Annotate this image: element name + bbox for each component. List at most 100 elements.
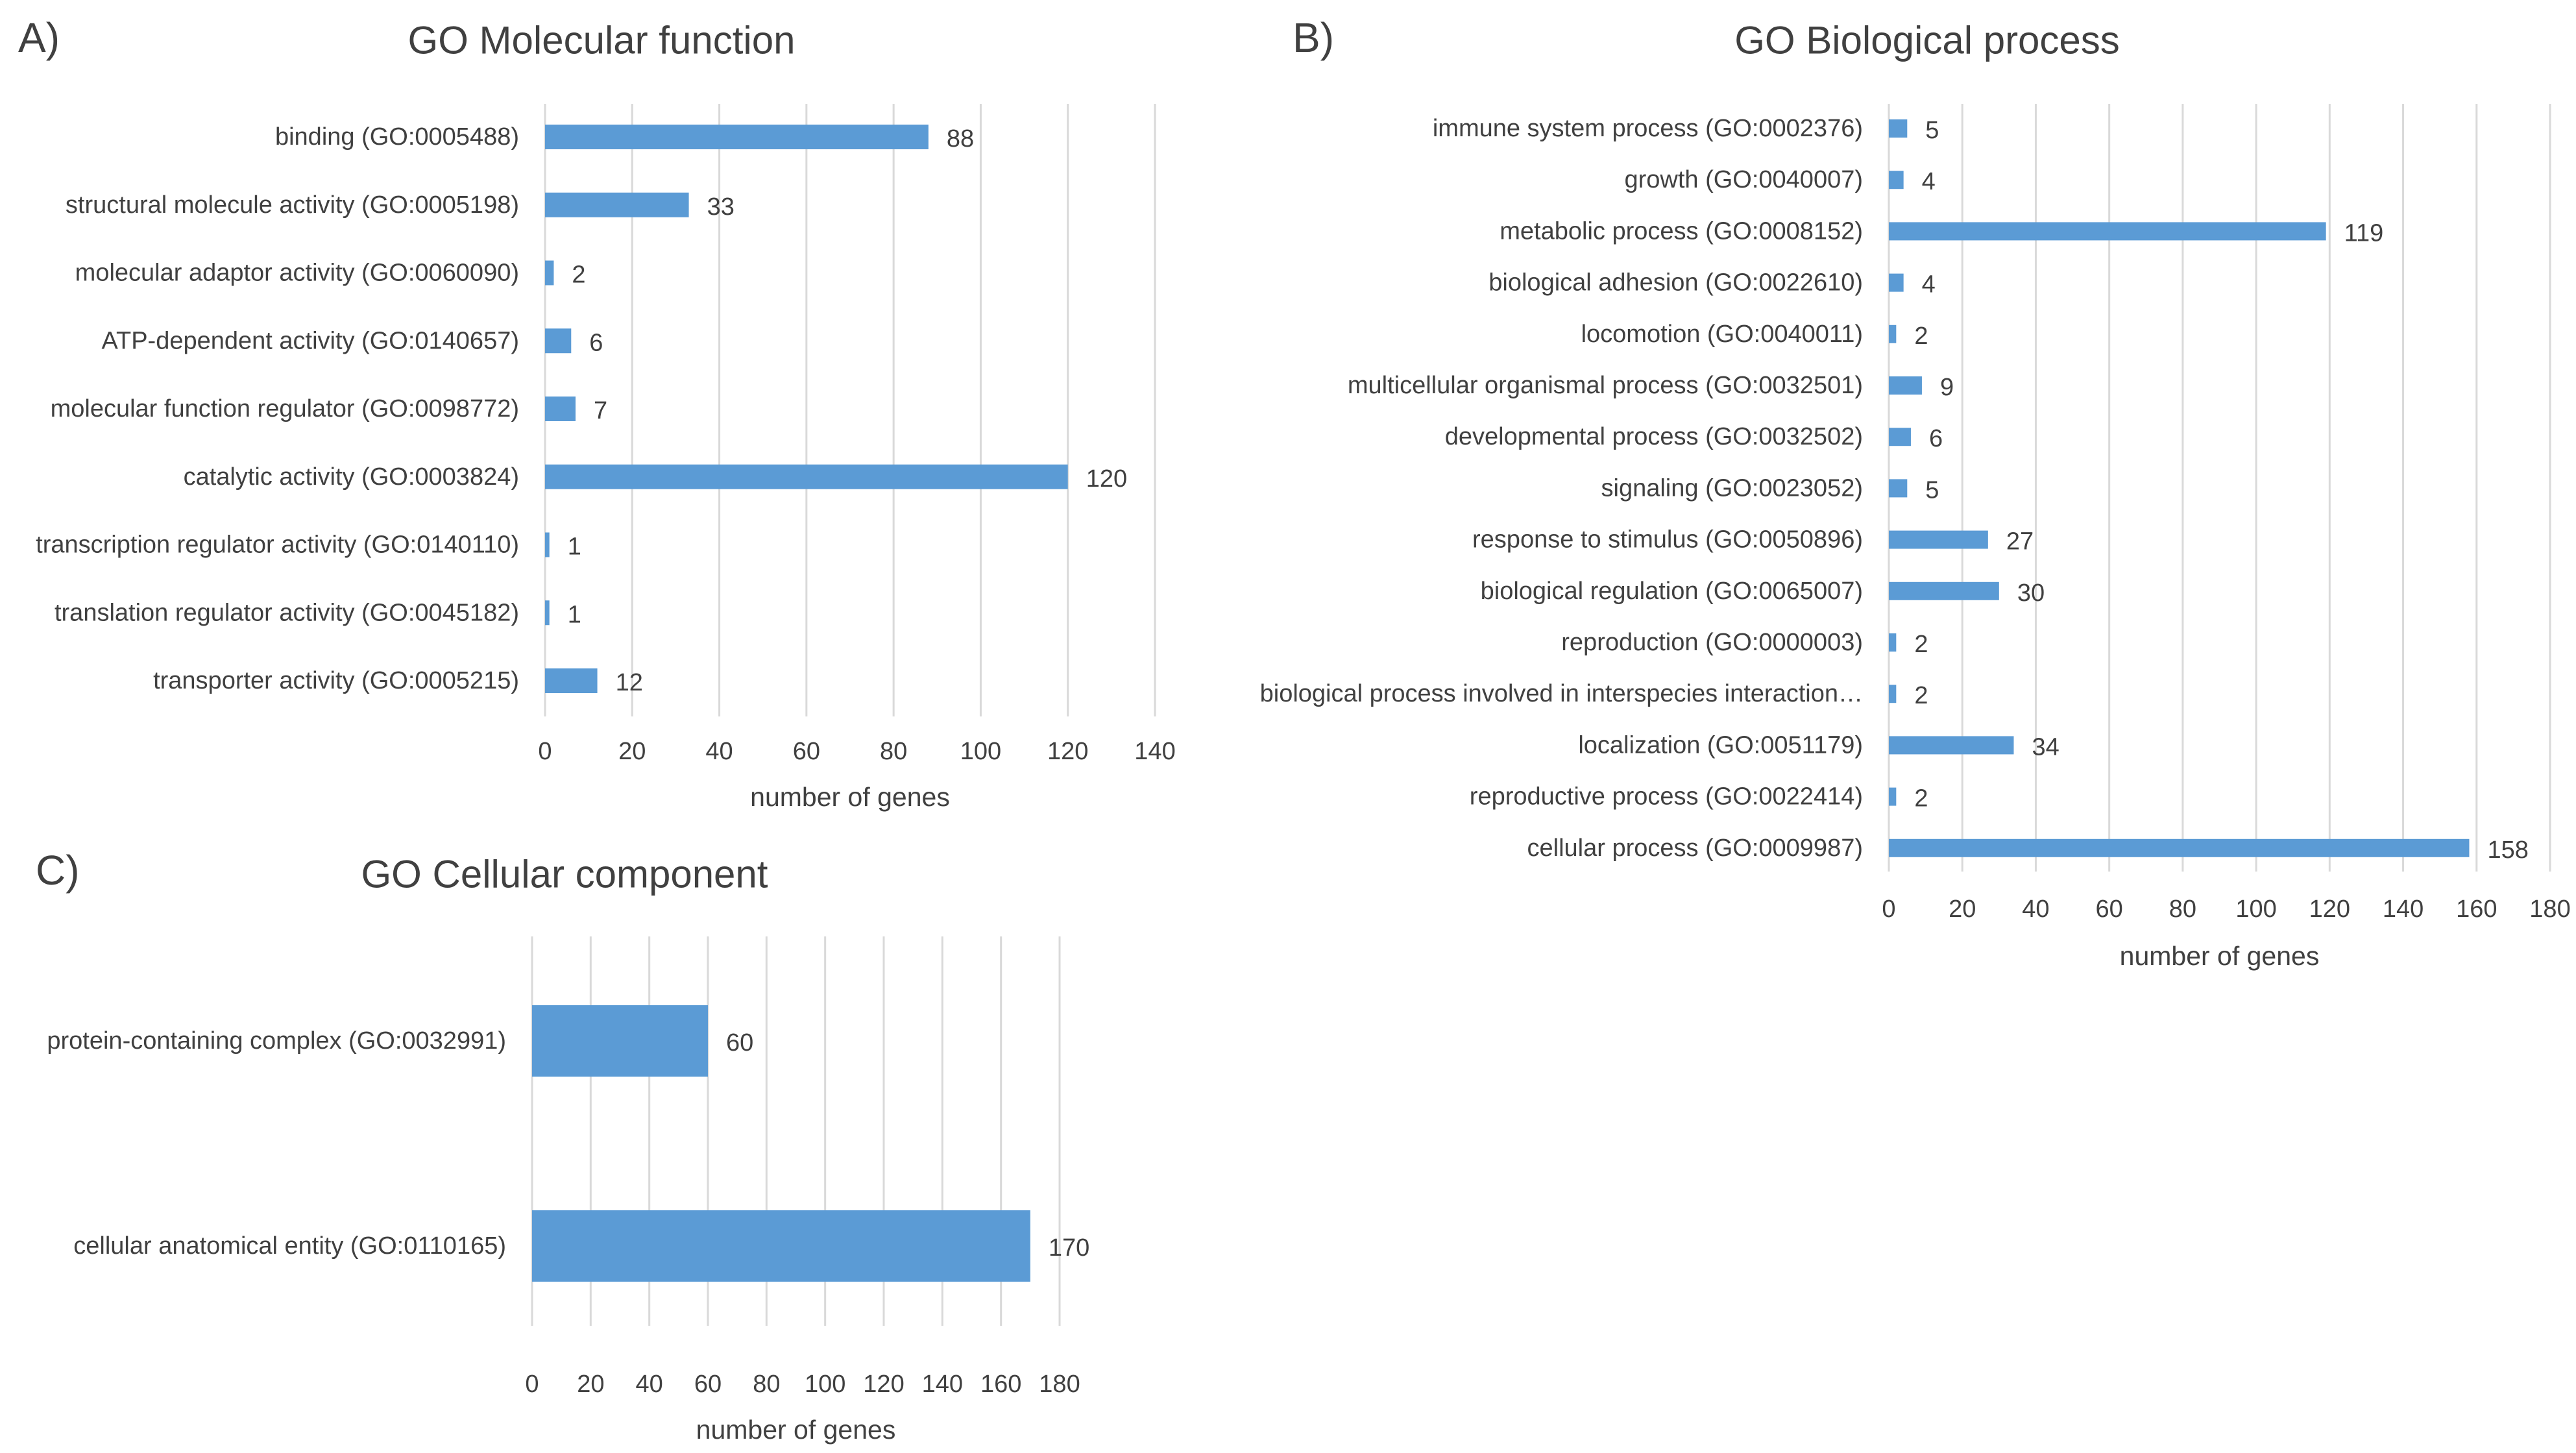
x-tick-label: 80 bbox=[2169, 896, 2196, 923]
data-label: 170 bbox=[1049, 1234, 1089, 1262]
x-axis-label: number of genes bbox=[696, 1415, 896, 1445]
bar bbox=[545, 464, 1068, 489]
category-label: molecular adaptor activity (GO:0060090) bbox=[75, 260, 519, 287]
chart-title: GO Biological process bbox=[1734, 19, 2120, 62]
x-tick-label: 100 bbox=[960, 738, 1001, 765]
chart-panel-1: A) GO Molecular function 0 20 40 60 80 100 120 14… bbox=[18, 14, 1176, 812]
category-label: locomotion (GO:0040011) bbox=[1581, 321, 1863, 348]
x-tick-label: 100 bbox=[805, 1371, 845, 1398]
data-label: 4 bbox=[1922, 168, 1936, 195]
x-tick-label: 80 bbox=[753, 1371, 780, 1398]
bar bbox=[545, 192, 689, 217]
panel-label: A) bbox=[18, 14, 60, 61]
category-label: transporter activity (GO:0005215) bbox=[153, 667, 519, 694]
bar bbox=[1889, 581, 1999, 600]
x-tick-label: 20 bbox=[1949, 896, 1976, 923]
chart-panel-3: C) GO Cellular component 0 20 40 60 80 100 120 14… bbox=[36, 847, 1089, 1445]
x-tick-label: 40 bbox=[705, 738, 733, 765]
category-label: localization (GO:0051179) bbox=[1578, 731, 1863, 759]
x-tick-label: 20 bbox=[618, 738, 646, 765]
x-tick-label: 0 bbox=[1882, 896, 1895, 923]
x-tick-label: 140 bbox=[1134, 738, 1175, 765]
category-label: cellular process (GO:0009987) bbox=[1527, 835, 1863, 862]
x-tick-label: 180 bbox=[1039, 1371, 1080, 1398]
x-tick-label: 20 bbox=[577, 1371, 604, 1398]
bar bbox=[1889, 787, 1897, 806]
bar bbox=[545, 600, 550, 626]
bar bbox=[1889, 479, 1908, 498]
category-label: reproductive process (GO:0022414) bbox=[1470, 783, 1863, 811]
bar bbox=[545, 397, 576, 421]
x-tick-label: 0 bbox=[538, 738, 552, 765]
category-label: binding (GO:0005488) bbox=[275, 123, 519, 151]
category-label: multicellular organismal process (GO:003… bbox=[1348, 372, 1863, 399]
data-label: 7 bbox=[594, 397, 607, 424]
data-label: 120 bbox=[1086, 465, 1127, 493]
category-label: cellular anatomical entity (GO:0110165) bbox=[73, 1232, 506, 1260]
bar bbox=[1889, 530, 1988, 549]
bar bbox=[545, 532, 550, 557]
bar bbox=[545, 328, 572, 354]
data-label: 6 bbox=[1929, 425, 1943, 452]
bar bbox=[1889, 685, 1897, 703]
data-label: 1 bbox=[568, 533, 581, 561]
category-label: immune system process (GO:0002376) bbox=[1433, 115, 1863, 142]
x-tick-label: 40 bbox=[636, 1371, 663, 1398]
panel-label: C) bbox=[36, 847, 80, 894]
bar bbox=[1889, 376, 1922, 395]
bar bbox=[1889, 324, 1897, 343]
data-label: 4 bbox=[1922, 271, 1936, 299]
bar bbox=[545, 125, 929, 149]
bar bbox=[545, 668, 598, 693]
bar bbox=[1889, 633, 1897, 652]
panel-label: B) bbox=[1293, 14, 1334, 61]
chart-title: GO Cellular component bbox=[361, 853, 768, 896]
data-label: 27 bbox=[2006, 528, 2034, 556]
category-label: developmental process (GO:0032502) bbox=[1445, 423, 1863, 450]
x-tick-label: 120 bbox=[2309, 896, 2350, 923]
data-label: 5 bbox=[1925, 117, 1939, 144]
category-label: reproduction (GO:0000003) bbox=[1561, 629, 1863, 656]
data-label: 6 bbox=[589, 329, 603, 356]
bar bbox=[1889, 119, 1908, 138]
data-label: 119 bbox=[2344, 219, 2384, 247]
chart-title: GO Molecular function bbox=[408, 19, 796, 62]
data-label: 158 bbox=[2487, 836, 2528, 864]
bar bbox=[1889, 273, 1904, 292]
x-tick-label: 140 bbox=[922, 1371, 963, 1398]
bar bbox=[532, 1005, 708, 1077]
x-tick-label: 120 bbox=[863, 1371, 904, 1398]
x-tick-label: 0 bbox=[525, 1371, 539, 1398]
category-label: molecular function regulator (GO:0098772… bbox=[51, 395, 519, 422]
data-label: 33 bbox=[707, 193, 735, 221]
x-tick-label: 60 bbox=[694, 1371, 722, 1398]
data-label: 88 bbox=[947, 125, 974, 153]
category-label: structural molecule activity (GO:0005198… bbox=[66, 191, 519, 219]
x-tick-label: 60 bbox=[2096, 896, 2123, 923]
x-tick-label: 140 bbox=[2383, 896, 2424, 923]
chart-panel-2: B) GO Biological process 0 20 40 60 80 100 120 14… bbox=[1260, 14, 2571, 971]
data-label: 9 bbox=[1940, 374, 1954, 401]
category-label: biological regulation (GO:0065007) bbox=[1481, 578, 1863, 605]
category-label: growth (GO:0040007) bbox=[1624, 166, 1863, 193]
bar bbox=[1889, 171, 1904, 189]
x-axis-label: number of genes bbox=[750, 782, 950, 812]
data-label: 2 bbox=[1914, 682, 1928, 709]
data-label: 2 bbox=[572, 262, 585, 289]
data-label: 5 bbox=[1925, 476, 1939, 504]
bar bbox=[1889, 736, 2014, 755]
category-label: signaling (GO:0023052) bbox=[1601, 474, 1863, 502]
data-label: 12 bbox=[616, 669, 643, 696]
data-label: 30 bbox=[2017, 580, 2045, 607]
bar bbox=[545, 260, 554, 286]
bar bbox=[1889, 838, 2470, 857]
category-label: translation regulator activity (GO:00451… bbox=[55, 599, 519, 626]
category-label: response to stimulus (GO:0050896) bbox=[1472, 526, 1863, 554]
x-tick-label: 120 bbox=[1047, 738, 1088, 765]
x-tick-label: 180 bbox=[2529, 896, 2570, 923]
bar bbox=[532, 1210, 1030, 1282]
data-label: 1 bbox=[568, 601, 581, 628]
